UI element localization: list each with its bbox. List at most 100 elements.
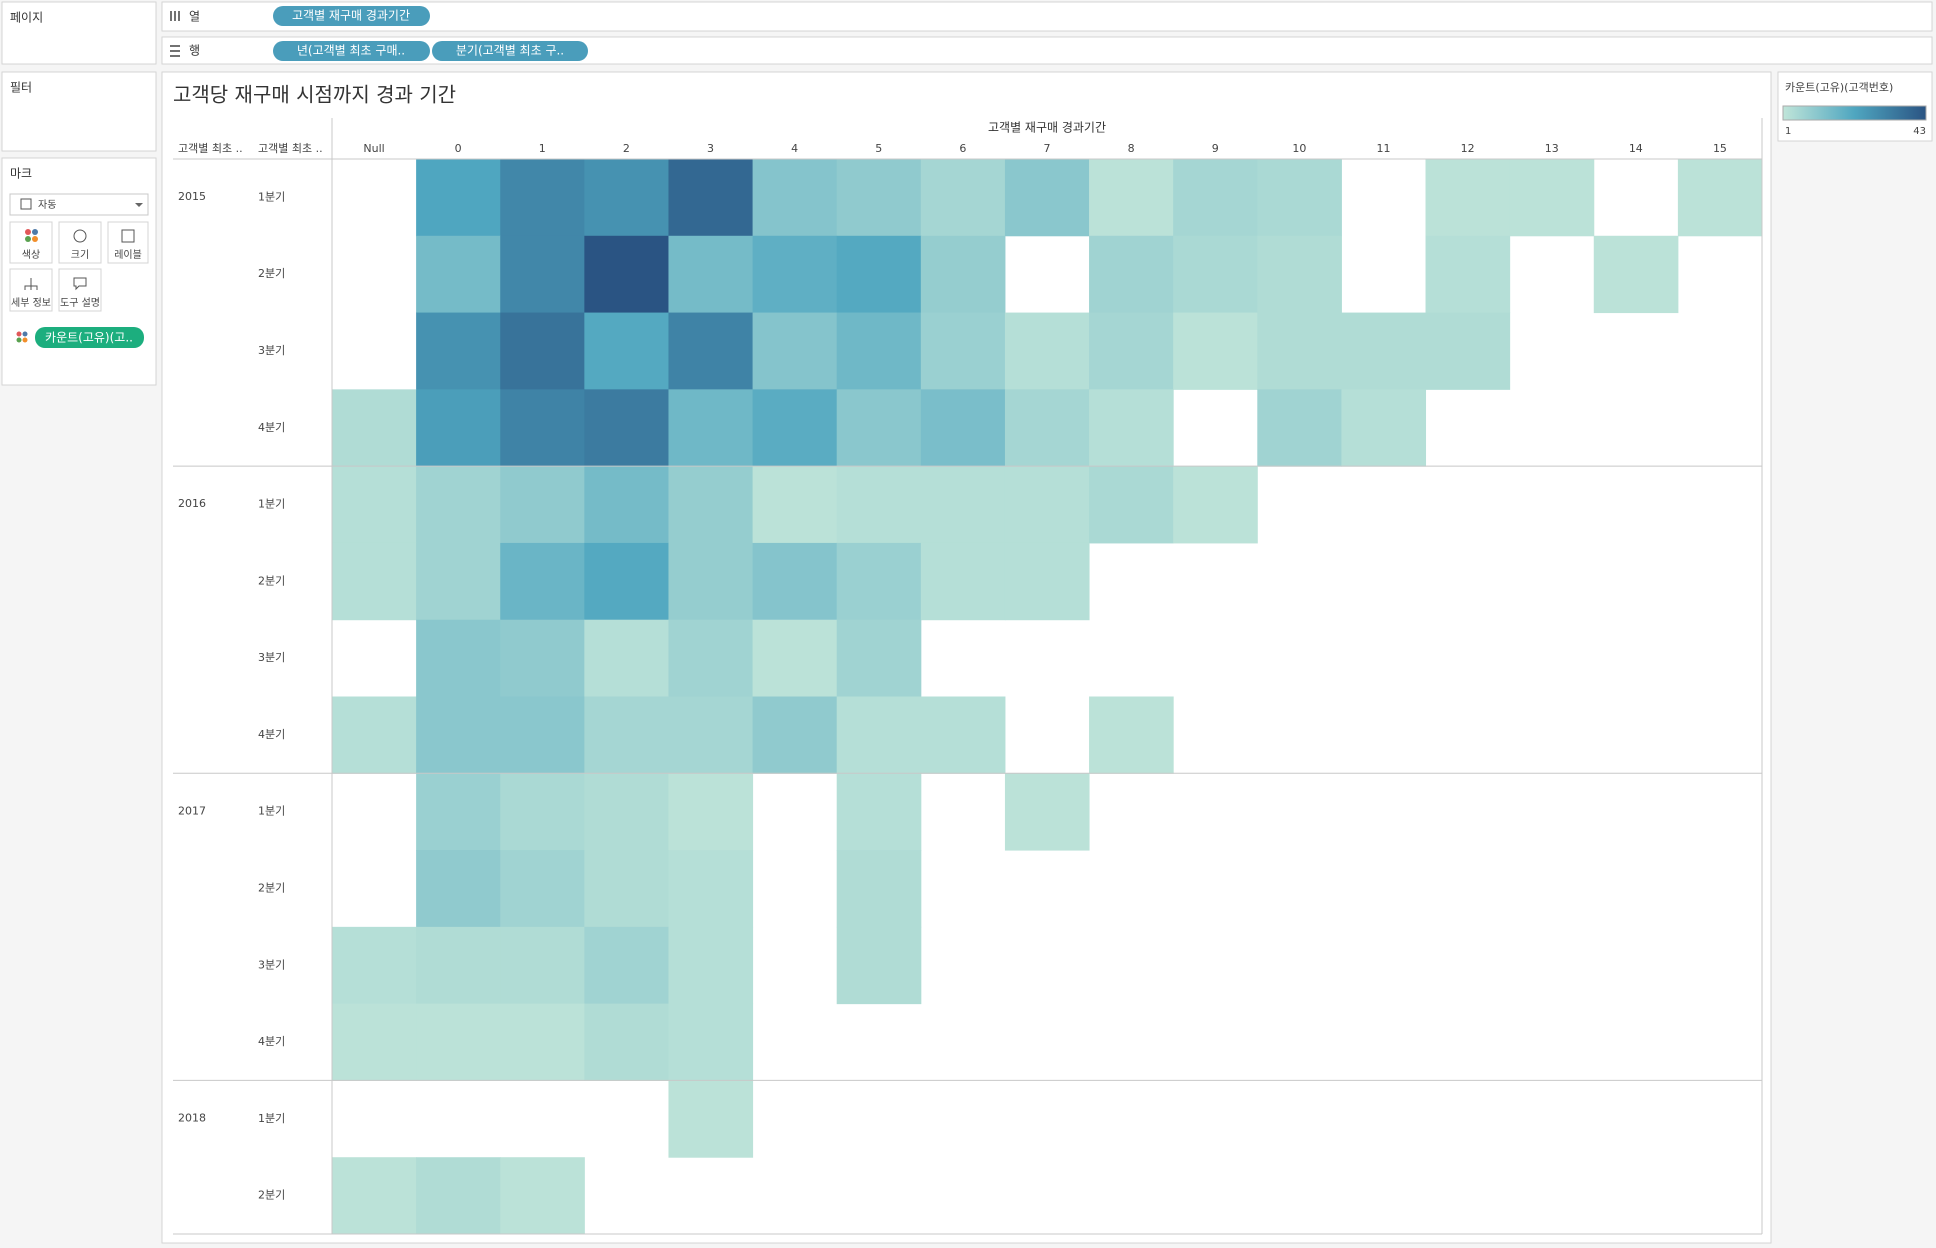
year-label: 2016 bbox=[178, 497, 206, 510]
color-button[interactable] bbox=[9, 221, 53, 264]
heat-cell bbox=[500, 1157, 585, 1235]
row-pill-text: 년(고객별 최초 구매.. bbox=[297, 44, 405, 58]
heat-cell bbox=[668, 235, 754, 314]
year-label: 2017 bbox=[178, 804, 206, 817]
heat-cell bbox=[416, 850, 501, 928]
column-pill-text: 고객별 재구매 경과기간 bbox=[292, 9, 410, 23]
heat-cell bbox=[1341, 389, 1427, 467]
heat-cell bbox=[416, 1003, 501, 1081]
rows-icon bbox=[170, 45, 180, 57]
quarter-label: 1분기 bbox=[258, 1112, 285, 1125]
quarter-label: 4분기 bbox=[258, 728, 285, 741]
heat-cell bbox=[416, 619, 501, 697]
column-label: 11 bbox=[1376, 142, 1390, 155]
heat-cell bbox=[1004, 466, 1090, 544]
tooltip-icon bbox=[73, 277, 87, 291]
heat-cell bbox=[500, 926, 585, 1005]
heat-cell bbox=[332, 542, 417, 621]
heat-cell bbox=[1173, 159, 1258, 237]
heat-cell bbox=[500, 696, 585, 774]
heat-cell bbox=[584, 466, 669, 544]
column-label: Null bbox=[363, 142, 384, 155]
column-pill[interactable] bbox=[273, 6, 430, 26]
heat-cell bbox=[1257, 159, 1342, 237]
heat-cell bbox=[752, 235, 838, 314]
dropdown-arrow bbox=[135, 203, 143, 207]
column-label: 6 bbox=[959, 142, 966, 155]
heat-cell bbox=[332, 926, 417, 1005]
heat-cell bbox=[752, 312, 838, 390]
heat-cell bbox=[1257, 235, 1342, 314]
detail-icon bbox=[24, 278, 38, 290]
heat-cell bbox=[836, 696, 922, 774]
quarter-label: 3분기 bbox=[258, 651, 285, 664]
heat-cell bbox=[584, 235, 669, 314]
size-icon bbox=[73, 229, 87, 243]
column-label: 15 bbox=[1713, 142, 1727, 155]
heat-cell bbox=[500, 389, 585, 467]
heat-cell bbox=[1425, 235, 1511, 314]
pill-icon bbox=[22, 331, 28, 337]
color-icon bbox=[25, 236, 31, 242]
label-icon bbox=[121, 229, 135, 243]
mark-type-dropdown[interactable] bbox=[9, 193, 149, 216]
filters-label: 필터 bbox=[10, 81, 32, 95]
heat-cell bbox=[836, 619, 922, 697]
heat-cell bbox=[920, 389, 1006, 467]
heat-cell bbox=[920, 235, 1006, 314]
mark-pill[interactable] bbox=[35, 327, 144, 348]
column-label: 9 bbox=[1212, 142, 1219, 155]
column-label: 0 bbox=[455, 142, 462, 155]
columns-shelf-label: 열 bbox=[189, 10, 200, 24]
heat-cell bbox=[920, 312, 1006, 390]
quarter-label: 4분기 bbox=[258, 421, 285, 434]
quarter-label: 4분기 bbox=[258, 1035, 285, 1048]
heat-cell bbox=[920, 466, 1006, 544]
heat-cell bbox=[668, 542, 754, 621]
row-pill[interactable] bbox=[432, 41, 588, 61]
heat-cell bbox=[500, 466, 585, 544]
heat-cell bbox=[332, 466, 417, 544]
column-label: 3 bbox=[707, 142, 714, 155]
heat-cell bbox=[1004, 159, 1090, 237]
heat-cell bbox=[836, 235, 922, 314]
mark-button-label: 색상 bbox=[22, 249, 40, 261]
heat-cell bbox=[1257, 389, 1342, 467]
heat-cell bbox=[920, 696, 1006, 774]
column-label: 8 bbox=[1128, 142, 1135, 155]
heat-cell bbox=[1677, 159, 1763, 237]
heat-cell bbox=[1425, 312, 1511, 390]
heat-cell bbox=[1089, 312, 1174, 390]
heat-cell bbox=[1004, 312, 1090, 390]
heat-cell bbox=[668, 389, 754, 467]
quarter-label: 2분기 bbox=[258, 574, 285, 587]
legend-title: 카운트(고유)(고객번호) bbox=[1785, 81, 1893, 94]
heat-cell bbox=[584, 619, 669, 697]
heat-cell bbox=[416, 696, 501, 774]
heat-cell bbox=[668, 926, 754, 1005]
heat-cell bbox=[836, 312, 922, 390]
heat-cell bbox=[500, 159, 585, 237]
heat-cell bbox=[1089, 696, 1174, 774]
heat-cell bbox=[752, 619, 838, 697]
column-label: 10 bbox=[1292, 142, 1306, 155]
mark-pill-text: 카운트(고유)(고.. bbox=[45, 331, 133, 345]
row-pill[interactable] bbox=[273, 41, 430, 61]
tooltip-button[interactable] bbox=[58, 268, 102, 312]
heat-cell bbox=[836, 850, 922, 928]
pill-icon bbox=[16, 337, 22, 343]
quarter-label: 1분기 bbox=[258, 190, 285, 203]
heat-cell bbox=[500, 850, 585, 928]
quarter-label: 3분기 bbox=[258, 344, 285, 357]
legend-bar bbox=[1782, 105, 1927, 121]
mark-button-label: 도구 설명 bbox=[60, 297, 100, 309]
heat-cell bbox=[332, 1157, 417, 1235]
quarter-label: 3분기 bbox=[258, 958, 285, 971]
row-header: 고객별 최초 .. bbox=[258, 142, 323, 155]
heat-cell bbox=[920, 159, 1006, 237]
mark-button-label: 레이블 bbox=[114, 249, 142, 261]
heat-cell bbox=[1257, 312, 1342, 390]
